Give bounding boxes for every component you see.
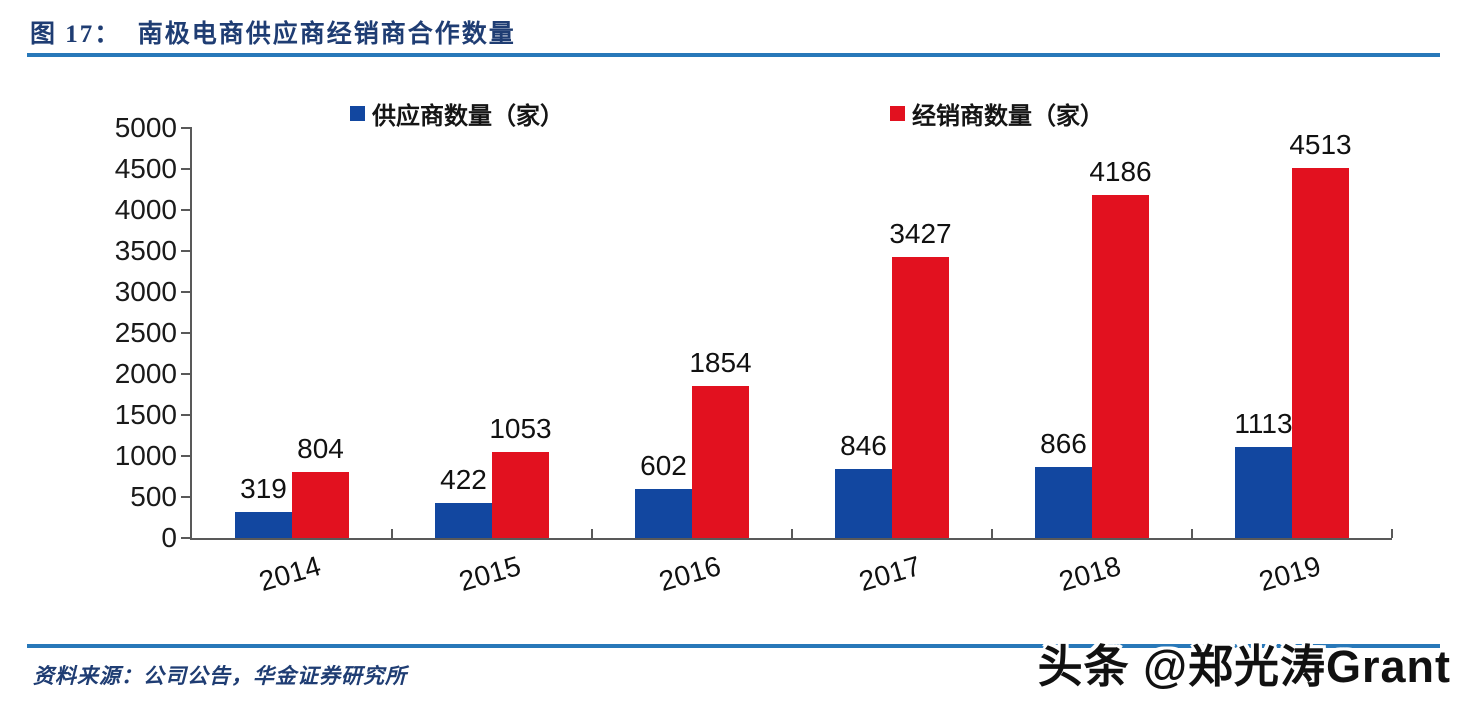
footer-rule: [27, 644, 1440, 648]
bar-supplier-2016: [635, 488, 692, 538]
bar-value-label: 846: [840, 429, 887, 461]
bar-distributor-2018: [1092, 194, 1149, 538]
bar-value-label: 4186: [1089, 155, 1152, 187]
bar-distributor-2015: [492, 451, 549, 538]
bar-value-label: 866: [1040, 428, 1087, 459]
bar-value-label: 422: [440, 464, 487, 496]
bar-value-label: 1113: [1234, 407, 1293, 439]
bar-distributor-2019: [1292, 167, 1349, 538]
bar-value-label: 804: [297, 433, 344, 465]
x-category-label: 2015: [455, 550, 525, 598]
bar-supplier-2018: [1035, 467, 1092, 538]
y-tick-label: 3000: [114, 276, 177, 307]
x-category-label: 2017: [855, 550, 925, 598]
y-tick-mark: [181, 496, 192, 498]
y-tick-label: 3500: [114, 235, 177, 266]
bar-supplier-2017: [835, 468, 892, 538]
y-tick-label: 2000: [114, 358, 177, 389]
bar-distributor-2017: [892, 257, 949, 538]
bar-value-label: 3427: [889, 218, 952, 249]
x-category-label: 2016: [655, 550, 725, 598]
bar-value-label: 1854: [689, 346, 752, 378]
x-tick-mark: [591, 529, 593, 538]
bar-supplier-2015: [435, 503, 492, 538]
y-tick-mark: [181, 414, 192, 416]
x-category-label: 2019: [1255, 550, 1325, 598]
bar-supplier-2014: [235, 511, 292, 538]
bar-supplier-2019: [1235, 446, 1292, 538]
legend-item-supplier: 供应商数量（家）: [350, 98, 564, 130]
x-category-label: 2018: [1055, 550, 1125, 598]
legend-swatch-supplier: [350, 105, 365, 121]
x-tick-mark: [991, 529, 993, 538]
y-tick-label: 4500: [114, 153, 177, 184]
x-category-label: 2014: [255, 550, 325, 598]
y-tick-label: 5000: [114, 112, 177, 143]
y-tick-label: 2500: [114, 317, 177, 348]
y-tick-label: 4000: [114, 194, 177, 225]
bar-distributor-2014: [292, 472, 349, 538]
legend-swatch-distributor: [890, 105, 905, 121]
plot-area: 0 500 1000 1500 2000 2500 3000 3500 4000 4500 5000…: [115, 113, 1393, 553]
y-tick-label: 500: [130, 481, 177, 512]
y-tick-label: 1000: [114, 440, 177, 471]
y-tick-mark: [181, 291, 192, 293]
x-tick-mark: [391, 529, 393, 538]
y-tick-label: 1500: [114, 399, 177, 430]
source-note: 资料来源：公司公告，华金证券研究所: [33, 664, 407, 688]
y-tick-mark: [181, 250, 192, 252]
y-tick-label: 0: [161, 522, 177, 553]
figure-title: 图 17： 南极电商供应商经销商合作数量: [30, 21, 516, 48]
y-tick-mark: [181, 209, 192, 211]
bar-value-label: 1053: [489, 412, 552, 444]
y-tick-mark: [181, 168, 192, 170]
x-tick-mark: [1391, 529, 1393, 538]
x-tick-mark: [1191, 529, 1193, 538]
watermark: 头条 @郑光涛Grant: [1037, 641, 1451, 692]
bar-distributor-2016: [692, 385, 749, 538]
bar-value-label: 319: [240, 472, 287, 504]
legend-label: 经销商数量（家）: [912, 102, 1104, 130]
legend-label: 供应商数量（家）: [372, 102, 564, 130]
y-tick-mark: [181, 537, 192, 539]
bar-value-label: 602: [640, 449, 687, 481]
bar-value-label: 4513: [1289, 128, 1352, 160]
y-tick-mark: [181, 127, 192, 129]
y-tick-mark: [181, 455, 192, 457]
legend-item-distributor: 经销商数量（家）: [890, 98, 1104, 130]
y-tick-mark: [181, 373, 192, 375]
y-tick-mark: [181, 332, 192, 334]
x-tick-mark: [791, 529, 793, 538]
header-rule: [27, 53, 1440, 57]
